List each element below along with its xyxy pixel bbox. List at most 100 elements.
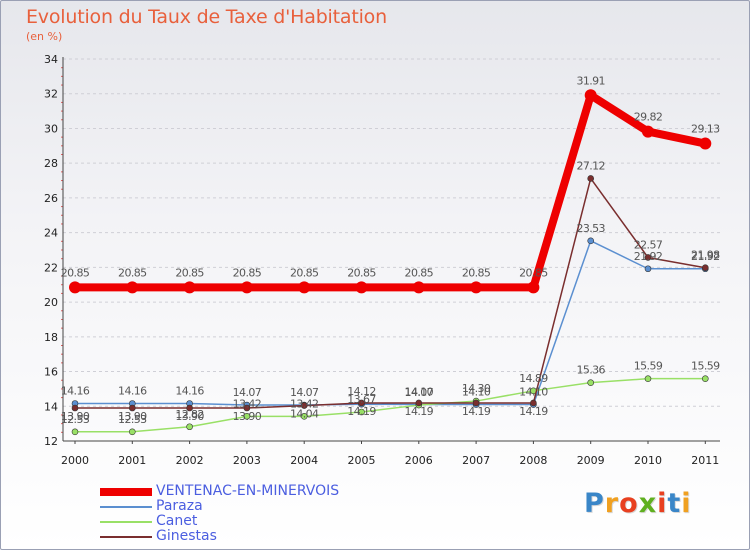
y-tick-label: 28 [44,157,58,170]
data-point [644,254,652,261]
data-point [642,125,654,138]
data-point [300,402,308,409]
series-line-canet [74,377,707,433]
data-point [644,265,652,273]
x-tick-label: 2009 [577,454,605,467]
data-point [129,428,136,436]
data-point [358,399,365,407]
data-label: 14.19 [347,405,376,418]
data-label: 20.85 [347,266,376,279]
data-point [186,423,193,431]
data-point [243,413,251,420]
data-label: 14.12 [347,385,376,398]
data-label: 29.82 [634,111,663,124]
data-label: 12.82 [175,408,204,421]
data-point [701,264,709,272]
legend-label: Canet [156,513,198,529]
legend-swatch [100,488,152,496]
y-tick-label: 26 [44,192,58,205]
data-label: 15.36 [576,364,605,377]
data-point [644,375,652,382]
data-point [240,281,253,294]
legend-label: VENTENAC-EN-MINERVOIS [156,483,340,499]
y-tick-label: 14 [44,400,58,413]
data-point [530,399,537,407]
data-point [71,428,79,436]
data-point [587,379,595,386]
data-label: 14.89 [519,372,548,385]
data-label: 14.19 [519,405,548,418]
y-tick-label: 22 [44,261,58,274]
data-label: 20.85 [462,266,491,279]
data-label: 21.98 [691,249,720,262]
x-tick-label: 2005 [348,454,376,467]
data-label: 13.90 [61,410,90,423]
legend-swatch [100,521,152,523]
legend-swatch [100,506,152,508]
x-tick-label: 2004 [290,454,318,467]
data-label: 14.07 [405,386,434,399]
x-tick-label: 2008 [519,454,547,467]
chart-title: Evolution du Taux de Taxe d'Habitation [26,6,387,28]
data-label: 20.85 [233,266,262,279]
data-point [358,408,365,416]
data-point [183,281,196,294]
data-label: 12.53 [61,413,90,426]
data-point [472,399,480,407]
chart-subtitle: (en %) [26,30,63,43]
data-label: 14.16 [118,384,147,397]
data-point [587,175,595,182]
data-label: 13.67 [347,393,376,406]
data-label: 12.53 [118,413,147,426]
y-tick-label: 30 [44,122,58,135]
legend-label: Ginestas [156,528,217,544]
data-label: 14.10 [405,386,434,399]
data-point [415,399,423,407]
x-tick-label: 2002 [176,454,204,467]
data-point [298,281,311,294]
data-label: 29.13 [691,123,720,136]
data-point [470,281,483,294]
legend-swatch [100,536,152,538]
data-point [129,404,136,412]
data-label: 14.16 [61,384,90,397]
x-tick-label: 2001 [118,454,146,467]
data-point [584,89,597,102]
data-label: 14.19 [405,405,434,418]
data-point [243,404,251,412]
data-point [71,404,79,412]
data-label: 22.57 [634,238,663,251]
y-tick-label: 16 [44,366,58,379]
data-label: 14.07 [233,386,262,399]
data-label: 20.85 [290,266,319,279]
data-label: 13.90 [118,410,147,423]
series-line-paraza [74,240,707,406]
data-label: 15.59 [634,360,663,373]
data-label: 20.85 [405,266,434,279]
data-label: 20.85 [519,266,548,279]
y-tick-label: 12 [44,435,58,448]
data-label: 14.10 [519,386,548,399]
data-label: 14.16 [175,384,204,397]
x-tick-label: 2010 [634,454,662,467]
data-label: 21.92 [634,250,663,263]
data-label: 14.10 [462,386,491,399]
data-point [186,404,193,412]
data-label: 13.42 [233,397,262,410]
legend-label: Paraza [156,498,203,514]
data-label: 14.07 [290,386,319,399]
data-label: 14.30 [462,382,491,395]
x-tick-label: 2006 [405,454,433,467]
data-point [69,281,81,294]
x-tick-label: 2007 [462,454,490,467]
data-point [126,281,139,294]
data-label: 15.59 [691,360,720,373]
data-label: 23.53 [576,222,605,235]
data-label: 13.90 [175,410,204,423]
series-line-ventenac-en-minervois [71,91,710,292]
data-label: 14.04 [290,408,319,421]
x-tick-label: 2000 [61,454,89,467]
data-label: 13.90 [233,410,262,423]
